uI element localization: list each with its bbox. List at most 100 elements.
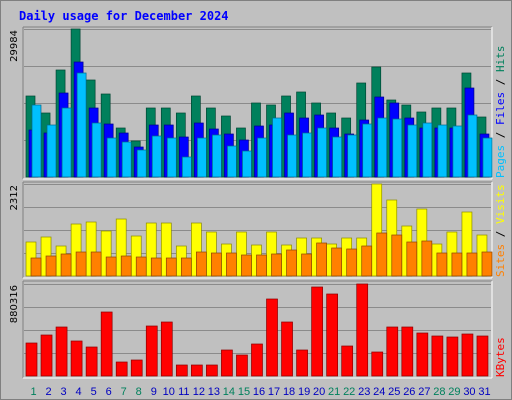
bar-kbytes-day-28 bbox=[431, 335, 444, 377]
bar-kbytes-day-30 bbox=[461, 333, 474, 377]
bar-pages-day-12 bbox=[197, 137, 207, 178]
bar-sites-day-4 bbox=[75, 251, 87, 277]
bar-sites-day-6 bbox=[105, 256, 117, 277]
bar-sites-day-28 bbox=[436, 252, 448, 277]
bar-kbytes-day-13 bbox=[206, 364, 218, 377]
x-tick-day-22: 22 bbox=[343, 386, 355, 398]
panel-3-legend: KBytes bbox=[494, 337, 507, 377]
x-tick-day-18: 18 bbox=[283, 386, 295, 398]
bar-pages-day-20 bbox=[317, 127, 327, 178]
bar-kbytes-day-31 bbox=[476, 335, 489, 377]
x-tick-day-29: 29 bbox=[448, 386, 460, 398]
bar-sites-day-19 bbox=[301, 253, 312, 277]
bar-pages-day-14 bbox=[227, 145, 237, 178]
panel-3: 880316 KBytes bbox=[9, 280, 507, 379]
y-max-label: 29984 bbox=[9, 30, 20, 62]
bar-pages-day-31 bbox=[482, 137, 493, 178]
bar-sites-day-21 bbox=[331, 247, 342, 277]
legend-label: Pages bbox=[494, 145, 507, 178]
bar-kbytes-day-18 bbox=[281, 321, 293, 377]
bar-pages-day-2 bbox=[46, 124, 57, 178]
panel-2: 2312 Sites / Visits bbox=[9, 181, 507, 279]
bar-sites-day-18 bbox=[286, 249, 297, 277]
bar-pages-day-18 bbox=[287, 134, 297, 178]
bar-pages-day-3 bbox=[61, 107, 72, 178]
legend-label: / bbox=[494, 72, 507, 92]
panel-2-legend: Sites / Visits bbox=[494, 184, 507, 277]
bar-sites-day-26 bbox=[406, 241, 418, 277]
bar-pages-day-16 bbox=[257, 137, 267, 178]
bar-pages-day-28 bbox=[437, 124, 448, 178]
series-sites bbox=[30, 232, 493, 277]
bar-pages-day-21 bbox=[332, 136, 342, 178]
bar-pages-day-19 bbox=[302, 132, 312, 178]
legend-label: Sites bbox=[494, 244, 507, 277]
bar-kbytes-day-16 bbox=[251, 343, 263, 377]
bar-kbytes-day-9 bbox=[145, 325, 158, 377]
x-tick-day-11: 11 bbox=[178, 386, 189, 398]
bar-pages-day-24 bbox=[377, 117, 388, 178]
x-axis-day-labels: 1 2 3 4 5 6 7 8 9 10 11 12 13 14 15 16 17 18 19 20 21 22 23 24 2… bbox=[30, 386, 490, 398]
x-tick-day-30: 30 bbox=[463, 386, 475, 398]
bar-pages-day-9 bbox=[151, 135, 162, 178]
bar-sites-day-30 bbox=[466, 252, 478, 277]
bar-kbytes-day-22 bbox=[341, 345, 354, 377]
x-tick-day-16: 16 bbox=[253, 386, 265, 398]
bar-pages-day-25 bbox=[392, 118, 403, 178]
bar-sites-day-11 bbox=[180, 257, 192, 277]
x-tick-day-15: 15 bbox=[238, 386, 250, 398]
x-tick-day-6: 6 bbox=[106, 386, 112, 398]
bar-sites-day-22 bbox=[346, 248, 358, 277]
bar-sites-day-10 bbox=[165, 257, 177, 277]
bar-kbytes-day-21 bbox=[326, 293, 338, 377]
y-max-label: 880316 bbox=[9, 285, 20, 323]
bar-pages-day-22 bbox=[347, 134, 358, 178]
bar-sites-day-23 bbox=[361, 245, 373, 277]
bar-sites-day-27 bbox=[421, 240, 433, 277]
bar-kbytes-day-3 bbox=[55, 326, 68, 377]
x-tick-day-21: 21 bbox=[328, 386, 340, 398]
bar-kbytes-day-23 bbox=[356, 283, 369, 377]
bar-kbytes-day-29 bbox=[446, 336, 459, 377]
bar-sites-day-1 bbox=[30, 257, 42, 277]
bar-sites-day-20 bbox=[316, 242, 327, 277]
x-tick-day-24: 24 bbox=[373, 386, 385, 398]
x-tick-day-8: 8 bbox=[136, 386, 142, 398]
bar-pages-day-5 bbox=[91, 122, 102, 178]
bar-sites-day-25 bbox=[391, 234, 403, 277]
bar-sites-day-15 bbox=[241, 254, 252, 277]
bar-kbytes-day-12 bbox=[191, 364, 203, 377]
chart-panels: 29984 Pages / Files / Hits 2312 Sites / Vis… bbox=[9, 26, 507, 379]
y-max-label: 2312 bbox=[9, 185, 20, 210]
bar-kbytes-day-11 bbox=[175, 364, 188, 377]
x-tick-day-19: 19 bbox=[298, 386, 310, 398]
panel-1: 29984 Pages / Files / Hits bbox=[9, 26, 507, 180]
bar-pages-day-15 bbox=[242, 150, 252, 178]
bar-kbytes-day-5 bbox=[85, 346, 98, 377]
x-tick-day-28: 28 bbox=[433, 386, 445, 398]
bar-sites-day-16 bbox=[256, 254, 267, 277]
bar-kbytes-day-8 bbox=[130, 359, 143, 377]
bar-kbytes-day-19 bbox=[296, 349, 308, 377]
x-tick-day-9: 9 bbox=[151, 386, 157, 398]
x-tick-day-17: 17 bbox=[268, 386, 280, 398]
x-tick-day-3: 3 bbox=[61, 386, 67, 398]
x-tick-day-14: 14 bbox=[223, 386, 235, 398]
legend-label: KBytes bbox=[494, 337, 507, 377]
bar-kbytes-day-1 bbox=[25, 342, 38, 377]
bar-sites-day-5 bbox=[90, 251, 102, 277]
x-tick-day-13: 13 bbox=[208, 386, 220, 398]
x-tick-day-26: 26 bbox=[403, 386, 415, 398]
x-tick-day-1: 1 bbox=[30, 386, 36, 398]
bar-pages-day-10 bbox=[166, 137, 177, 178]
x-tick-day-2: 2 bbox=[45, 386, 51, 398]
bar-pages-day-27 bbox=[422, 122, 433, 178]
x-tick-day-23: 23 bbox=[358, 386, 370, 398]
legend-label: / bbox=[494, 125, 507, 145]
panel-1-legend: Pages / Files / Hits bbox=[494, 46, 507, 179]
bar-sites-day-7 bbox=[120, 255, 132, 277]
bar-kbytes-day-14 bbox=[221, 349, 233, 377]
bar-pages-day-4 bbox=[76, 72, 87, 178]
bar-pages-day-6 bbox=[106, 137, 117, 178]
